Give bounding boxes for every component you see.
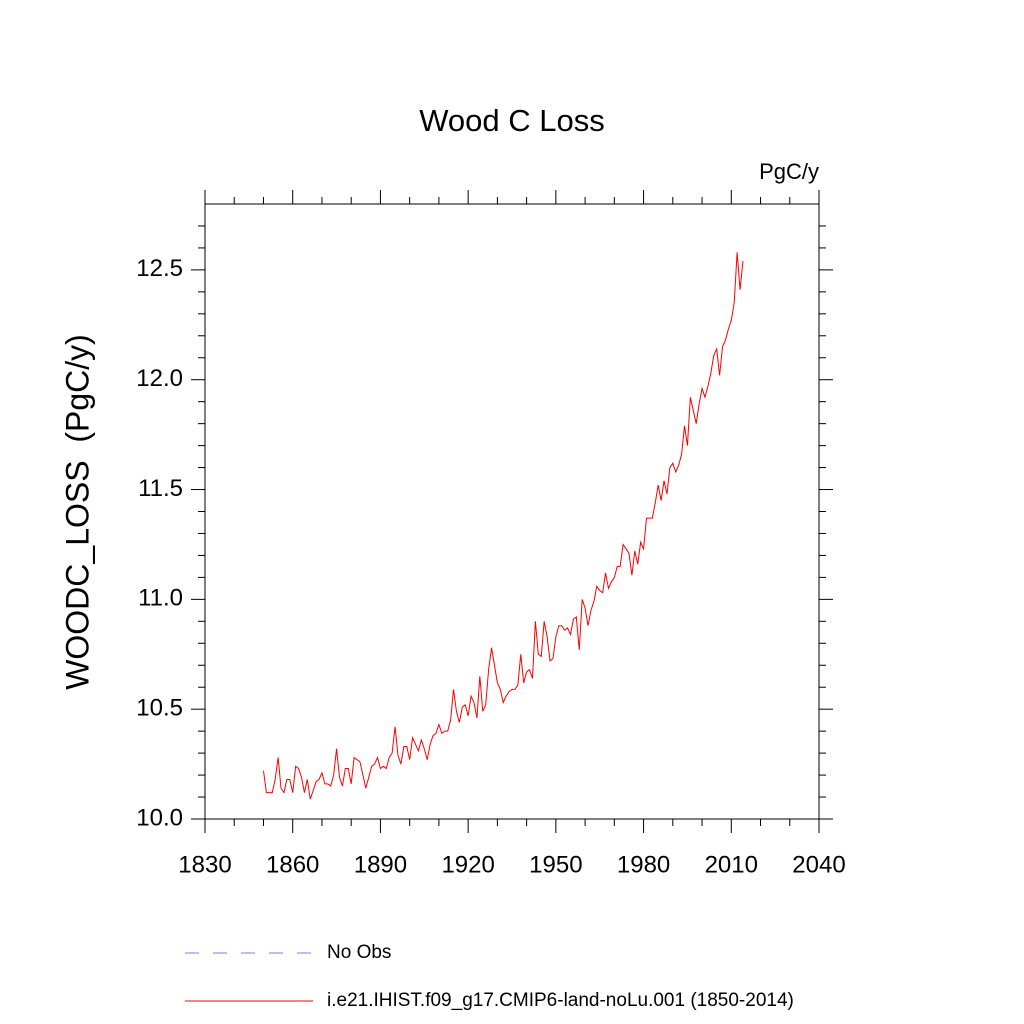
y-tick-label: 10.5 (136, 695, 183, 722)
plot-frame (204, 203, 820, 820)
y-tick-label: 11.0 (138, 585, 183, 612)
x-tick-label: 1980 (617, 851, 670, 878)
y-axis-label: WOODC_LOSS (PgC/y) (59, 334, 95, 690)
x-tick-label: 1920 (441, 851, 494, 878)
y-tick-label: 12.5 (136, 255, 183, 282)
units-label: PgC/y (759, 159, 819, 184)
chart-title: Wood C Loss (419, 103, 605, 138)
y-tick-label: 10.0 (136, 804, 183, 831)
y-tick-label: 11.5 (138, 475, 183, 502)
x-tick-label: 1950 (529, 851, 582, 878)
x-tick-label: 2040 (792, 851, 845, 878)
y-tick-label: 12.0 (136, 365, 183, 392)
x-tick-label: 1890 (354, 851, 407, 878)
legend-label: No Obs (327, 942, 391, 963)
data-line (262, 252, 744, 800)
x-tick-label: 1860 (266, 851, 319, 878)
x-tick-label: 2010 (705, 851, 758, 878)
legend-label: i.e21.IHIST.f09_g17.CMIP6-land-noLu.001 … (327, 990, 794, 1011)
x-tick-label: 1830 (178, 851, 231, 878)
